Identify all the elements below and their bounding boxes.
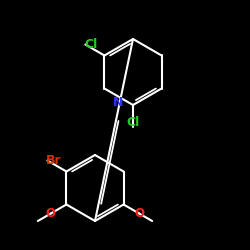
Text: N: N	[112, 96, 123, 109]
Text: Br: Br	[46, 154, 61, 167]
Text: O: O	[134, 207, 144, 220]
Text: Cl: Cl	[126, 116, 140, 128]
Text: Cl: Cl	[85, 38, 98, 51]
Text: O: O	[46, 207, 56, 220]
